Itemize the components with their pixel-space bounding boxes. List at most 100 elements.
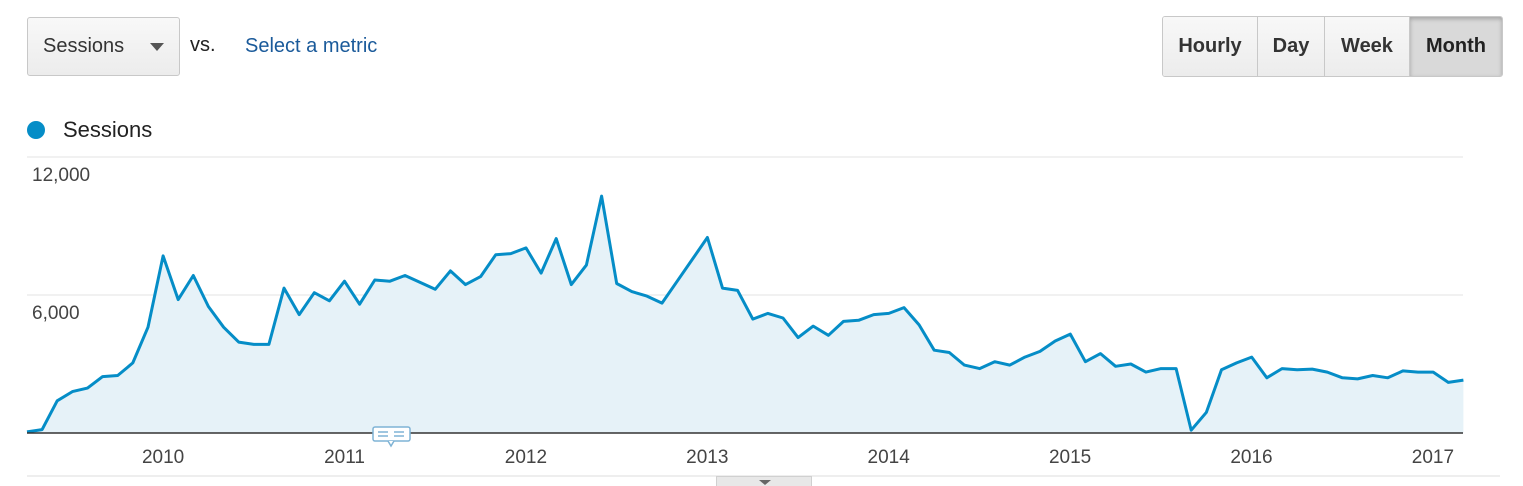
data-point bbox=[282, 286, 286, 290]
data-point bbox=[1189, 428, 1193, 432]
day-button[interactable]: Day bbox=[1258, 17, 1325, 76]
data-point bbox=[161, 254, 165, 258]
data-point bbox=[902, 306, 906, 310]
data-point bbox=[917, 323, 921, 327]
data-point bbox=[373, 278, 377, 282]
legend-swatch-sessions bbox=[27, 121, 45, 139]
data-point bbox=[1446, 380, 1450, 384]
data-point bbox=[1295, 368, 1299, 372]
data-point bbox=[1431, 370, 1435, 374]
data-point bbox=[721, 286, 725, 290]
data-point bbox=[615, 282, 619, 286]
x-tick-label: 2010 bbox=[142, 447, 184, 468]
data-point bbox=[1083, 360, 1087, 364]
data-point bbox=[418, 280, 422, 284]
data-point bbox=[1325, 370, 1329, 374]
data-point bbox=[1386, 376, 1390, 380]
expand-toggle[interactable] bbox=[716, 476, 812, 486]
data-point bbox=[811, 324, 815, 328]
data-point bbox=[1008, 363, 1012, 367]
data-point bbox=[993, 360, 997, 364]
data-point bbox=[1159, 367, 1163, 371]
data-point bbox=[569, 283, 573, 287]
data-point bbox=[252, 342, 256, 346]
data-point bbox=[479, 275, 483, 279]
x-tick-label: 2016 bbox=[1230, 447, 1272, 468]
data-point bbox=[524, 246, 528, 250]
data-point bbox=[494, 253, 498, 257]
data-point bbox=[1023, 355, 1027, 359]
x-tick-label: 2017 bbox=[1412, 447, 1454, 468]
data-point bbox=[1053, 339, 1057, 343]
chevron-down-icon bbox=[759, 480, 771, 485]
data-point bbox=[932, 348, 936, 352]
data-point bbox=[766, 311, 770, 315]
data-point bbox=[1204, 410, 1208, 414]
month-button[interactable]: Month bbox=[1410, 17, 1502, 76]
data-point bbox=[116, 374, 120, 378]
data-point bbox=[978, 367, 982, 371]
data-point bbox=[237, 340, 241, 344]
data-point bbox=[645, 294, 649, 298]
data-point bbox=[1280, 367, 1284, 371]
chart-legend: Sessions bbox=[27, 117, 152, 143]
data-point bbox=[1235, 361, 1239, 365]
data-point bbox=[509, 252, 513, 256]
x-tick-label: 2011 bbox=[324, 447, 365, 468]
data-point bbox=[297, 313, 301, 317]
data-point bbox=[1265, 376, 1269, 380]
data-point bbox=[630, 290, 634, 294]
hourly-button[interactable]: Hourly bbox=[1163, 17, 1258, 76]
time-granularity-group: Hourly Day Week Month bbox=[1162, 16, 1503, 77]
data-point bbox=[1174, 367, 1178, 371]
series-area-sessions bbox=[27, 196, 1464, 433]
data-point bbox=[1129, 362, 1133, 366]
data-point bbox=[872, 313, 876, 317]
data-point bbox=[736, 288, 740, 292]
data-point bbox=[660, 301, 664, 305]
data-point bbox=[358, 302, 362, 306]
x-tick-label: 2012 bbox=[505, 447, 547, 468]
data-point bbox=[1250, 355, 1254, 359]
select-metric-link[interactable]: Select a metric bbox=[245, 35, 378, 57]
data-point bbox=[312, 291, 316, 295]
data-point bbox=[1416, 370, 1420, 374]
data-point bbox=[388, 279, 392, 283]
data-point bbox=[1099, 352, 1103, 356]
data-point bbox=[176, 298, 180, 302]
x-tick-label: 2014 bbox=[868, 447, 911, 468]
week-button[interactable]: Week bbox=[1325, 17, 1410, 76]
x-tick-label: 2015 bbox=[1049, 447, 1091, 468]
data-point bbox=[40, 428, 44, 432]
data-point bbox=[1114, 364, 1118, 368]
data-point bbox=[464, 283, 468, 287]
data-point bbox=[690, 257, 694, 261]
annotation-icon bbox=[372, 426, 411, 448]
data-point bbox=[448, 269, 452, 273]
series-line-sessions bbox=[26, 194, 1464, 434]
data-point bbox=[796, 336, 800, 340]
vs-label: vs. bbox=[190, 34, 216, 56]
data-point bbox=[675, 279, 679, 283]
data-point bbox=[222, 325, 226, 329]
data-point bbox=[1340, 376, 1344, 380]
data-point bbox=[947, 351, 951, 355]
y-tick-label: 12,000 bbox=[32, 165, 90, 186]
data-point bbox=[86, 386, 90, 390]
data-point bbox=[1401, 369, 1405, 373]
data-point bbox=[781, 316, 785, 320]
data-point bbox=[584, 263, 588, 267]
primary-metric-label: Sessions bbox=[43, 35, 125, 57]
data-point bbox=[327, 299, 331, 303]
data-point bbox=[131, 361, 135, 365]
data-point bbox=[1038, 349, 1042, 353]
data-point bbox=[146, 325, 150, 329]
data-point bbox=[539, 271, 543, 275]
data-point bbox=[1356, 377, 1360, 381]
data-point bbox=[857, 318, 861, 322]
primary-metric-dropdown[interactable]: Sessions bbox=[27, 17, 180, 76]
y-tick-label: 6,000 bbox=[32, 303, 80, 324]
data-point bbox=[887, 311, 891, 315]
data-point bbox=[55, 399, 59, 403]
